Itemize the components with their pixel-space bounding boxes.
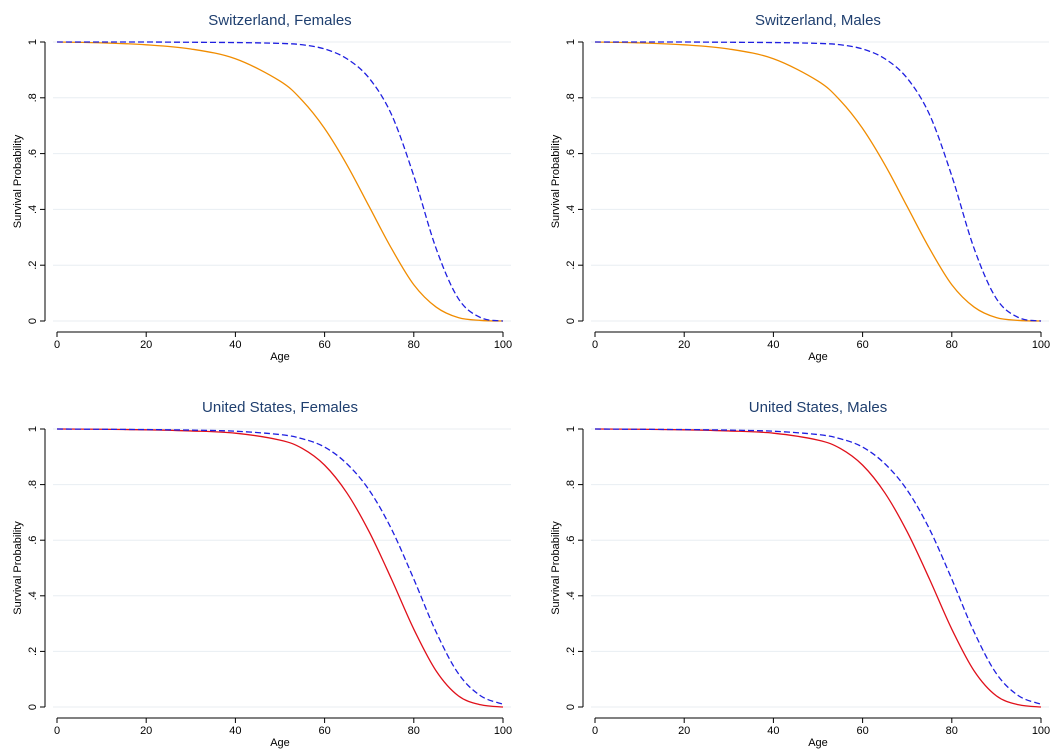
y-axis-title: Survival Probability bbox=[12, 521, 24, 615]
x-tick-label: 0 bbox=[54, 339, 60, 351]
x-tick-label: 60 bbox=[318, 339, 330, 351]
x-tick-label: 80 bbox=[946, 339, 958, 351]
x-tick-label: 80 bbox=[946, 725, 958, 737]
y-tick-label: .6 bbox=[27, 149, 39, 158]
solid-series-line bbox=[594, 41, 1042, 322]
x-tick-label: 40 bbox=[767, 339, 779, 351]
y-tick-label: 1 bbox=[27, 39, 39, 45]
x-axis-title: Age bbox=[808, 737, 828, 749]
x-tick-label: 80 bbox=[408, 339, 420, 351]
x-tick-label: 100 bbox=[1032, 725, 1050, 737]
x-tick-label: 0 bbox=[54, 725, 60, 737]
y-tick-label: .4 bbox=[565, 205, 577, 214]
x-tick-label: 40 bbox=[229, 339, 241, 351]
y-axis-title: Survival Probability bbox=[12, 134, 24, 228]
dashed-series-line bbox=[595, 41, 1042, 322]
x-tick-label: 100 bbox=[494, 339, 512, 351]
x-tick-label: 100 bbox=[1032, 339, 1050, 351]
x-tick-label: 40 bbox=[767, 725, 779, 737]
x-axis-title: Age bbox=[270, 737, 290, 749]
x-tick-label: 20 bbox=[140, 339, 152, 351]
dashed-series-line bbox=[56, 428, 504, 705]
x-tick-label: 20 bbox=[678, 725, 690, 737]
y-tick-label: 0 bbox=[27, 318, 39, 324]
y-axis-title: Survival Probability bbox=[550, 134, 562, 228]
y-tick-label: .6 bbox=[27, 536, 39, 545]
x-tick-label: 60 bbox=[856, 725, 868, 737]
x-tick-label: 0 bbox=[592, 725, 598, 737]
y-tick-label: 1 bbox=[565, 426, 577, 432]
y-tick-label: .2 bbox=[27, 647, 39, 656]
y-tick-label: 0 bbox=[565, 318, 577, 324]
chart-title: United States, Males bbox=[749, 399, 887, 416]
y-tick-label: .6 bbox=[565, 149, 577, 158]
y-tick-label: 0 bbox=[27, 704, 39, 710]
y-tick-label: .4 bbox=[27, 591, 39, 600]
x-tick-label: 0 bbox=[592, 339, 598, 351]
y-tick-label: .8 bbox=[565, 93, 577, 102]
chart-panel-3: United States, Females 0 .2 .4 .6 .8 1 Survival… bbox=[12, 399, 512, 749]
chart-panel-2: Switzerland, Males 0 .2 .4 .6 .8 1 Survival Pro… bbox=[550, 12, 1050, 363]
y-tick-label: 1 bbox=[27, 426, 39, 432]
solid-series-line bbox=[56, 428, 504, 708]
y-tick-label: .4 bbox=[565, 591, 577, 600]
y-tick-label: .2 bbox=[27, 261, 39, 270]
x-tick-label: 20 bbox=[140, 725, 152, 737]
x-tick-label: 60 bbox=[856, 339, 868, 351]
y-tick-label: .8 bbox=[565, 480, 577, 489]
x-axis-title: Age bbox=[270, 351, 290, 363]
y-tick-label: .8 bbox=[27, 93, 39, 102]
dashed-series-line bbox=[57, 41, 504, 322]
chart-title: Switzerland, Females bbox=[208, 12, 351, 29]
y-tick-label: 0 bbox=[565, 704, 577, 710]
solid-series-line bbox=[56, 41, 504, 322]
chart-title: United States, Females bbox=[202, 399, 358, 416]
y-tick-label: .2 bbox=[565, 261, 577, 270]
x-tick-label: 20 bbox=[678, 339, 690, 351]
chart-title: Switzerland, Males bbox=[755, 12, 881, 29]
y-tick-label: .2 bbox=[565, 647, 577, 656]
chart-panel-4: United States, Males 0 .2 .4 .6 .8 1 Survival P… bbox=[550, 399, 1050, 749]
dashed-series-line bbox=[594, 428, 1042, 705]
x-tick-label: 60 bbox=[318, 725, 330, 737]
x-axis-title: Age bbox=[808, 351, 828, 363]
x-tick-label: 80 bbox=[408, 725, 420, 737]
y-tick-label: .6 bbox=[565, 536, 577, 545]
y-tick-label: .8 bbox=[27, 480, 39, 489]
x-tick-label: 100 bbox=[494, 725, 512, 737]
y-tick-label: .4 bbox=[27, 205, 39, 214]
x-tick-label: 40 bbox=[229, 725, 241, 737]
chart-panel-1: Switzerland, Females 0 .2 .4 .6 .8 1 Survival P… bbox=[12, 12, 512, 363]
solid-series-line bbox=[594, 428, 1042, 708]
y-axis-title: Survival Probability bbox=[550, 521, 562, 615]
y-tick-label: 1 bbox=[565, 39, 577, 45]
